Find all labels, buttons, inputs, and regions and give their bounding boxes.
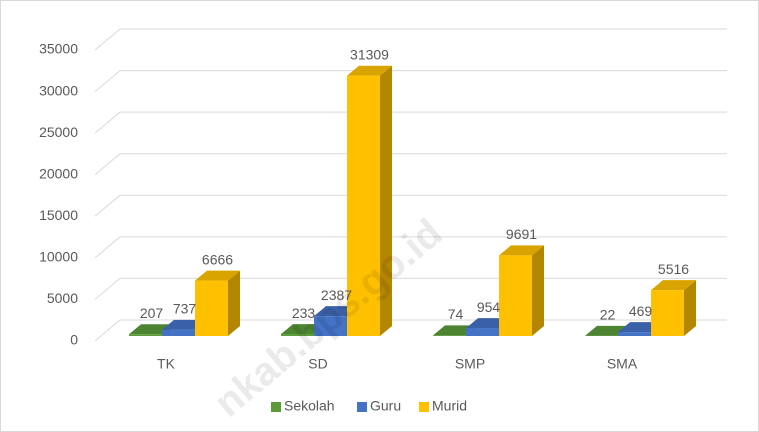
bars [129,65,696,337]
value-label: 9691 [506,226,537,242]
y-tick-label: 0 [70,332,78,348]
value-label: 22 [600,307,616,323]
value-label: 954 [477,299,501,315]
bar-side [532,245,544,336]
value-label: 737 [173,301,197,317]
y-tick-label: 35000 [39,41,78,57]
grid-line [94,153,727,176]
x-tick-label: SMP [455,356,485,372]
bar-front [281,334,314,336]
value-label: 2387 [321,287,352,303]
bar-front [347,75,380,337]
value-label: 31309 [350,46,389,62]
bar-side [684,280,696,336]
legend-label: Guru [370,398,401,414]
bar [347,65,392,337]
grid-line [94,70,727,92]
y-tick-label: 10000 [39,249,78,265]
y-tick-label: 25000 [39,124,78,140]
bar-front [314,316,347,336]
bar-front [195,280,228,336]
bar-front [162,329,195,336]
x-tick-label: TK [157,356,176,372]
bar [651,280,696,336]
grid: 0 5000 10000 15000 20000 25000 30000 35000 [39,28,727,348]
bar-front [651,290,684,336]
bar-front [618,332,651,336]
x-tick-label: SMA [607,356,638,372]
legend-swatch [419,402,429,412]
bar-top [195,270,240,281]
legend-label: Sekolah [284,398,335,414]
grid-line [94,194,727,217]
bar-top [499,245,544,256]
bar-front [499,255,532,336]
bar [195,270,240,336]
bar-top [347,65,392,76]
y-tick-label: 20000 [39,165,78,181]
legend: Sekolah Guru Murid [271,398,467,414]
bar [499,245,544,336]
bar-front [433,335,466,336]
y-tick-label: 15000 [39,207,78,223]
bar-side [228,270,240,336]
value-label: 6666 [202,251,233,267]
value-label: 233 [292,305,316,321]
y-tick-label: 5000 [47,290,78,306]
legend-swatch [271,402,281,412]
legend-swatch [357,402,367,412]
bar-top [651,280,696,291]
grid-line [94,236,727,259]
value-label: 5516 [658,261,689,277]
grid-line [94,28,727,51]
bar-front [129,334,162,336]
bar-side [380,65,392,337]
value-label: 74 [448,306,464,322]
y-tick-label: 30000 [39,82,78,98]
bar-front [466,328,499,336]
value-label: 469 [629,303,653,319]
grid-line [94,111,727,134]
legend-label: Murid [432,398,467,414]
value-label: 207 [140,305,164,321]
x-tick-label: SD [308,356,327,372]
labels: TK 207 737 6666 SD 233 2387 31309 SMP 74 954 9691 SM… [140,46,689,371]
